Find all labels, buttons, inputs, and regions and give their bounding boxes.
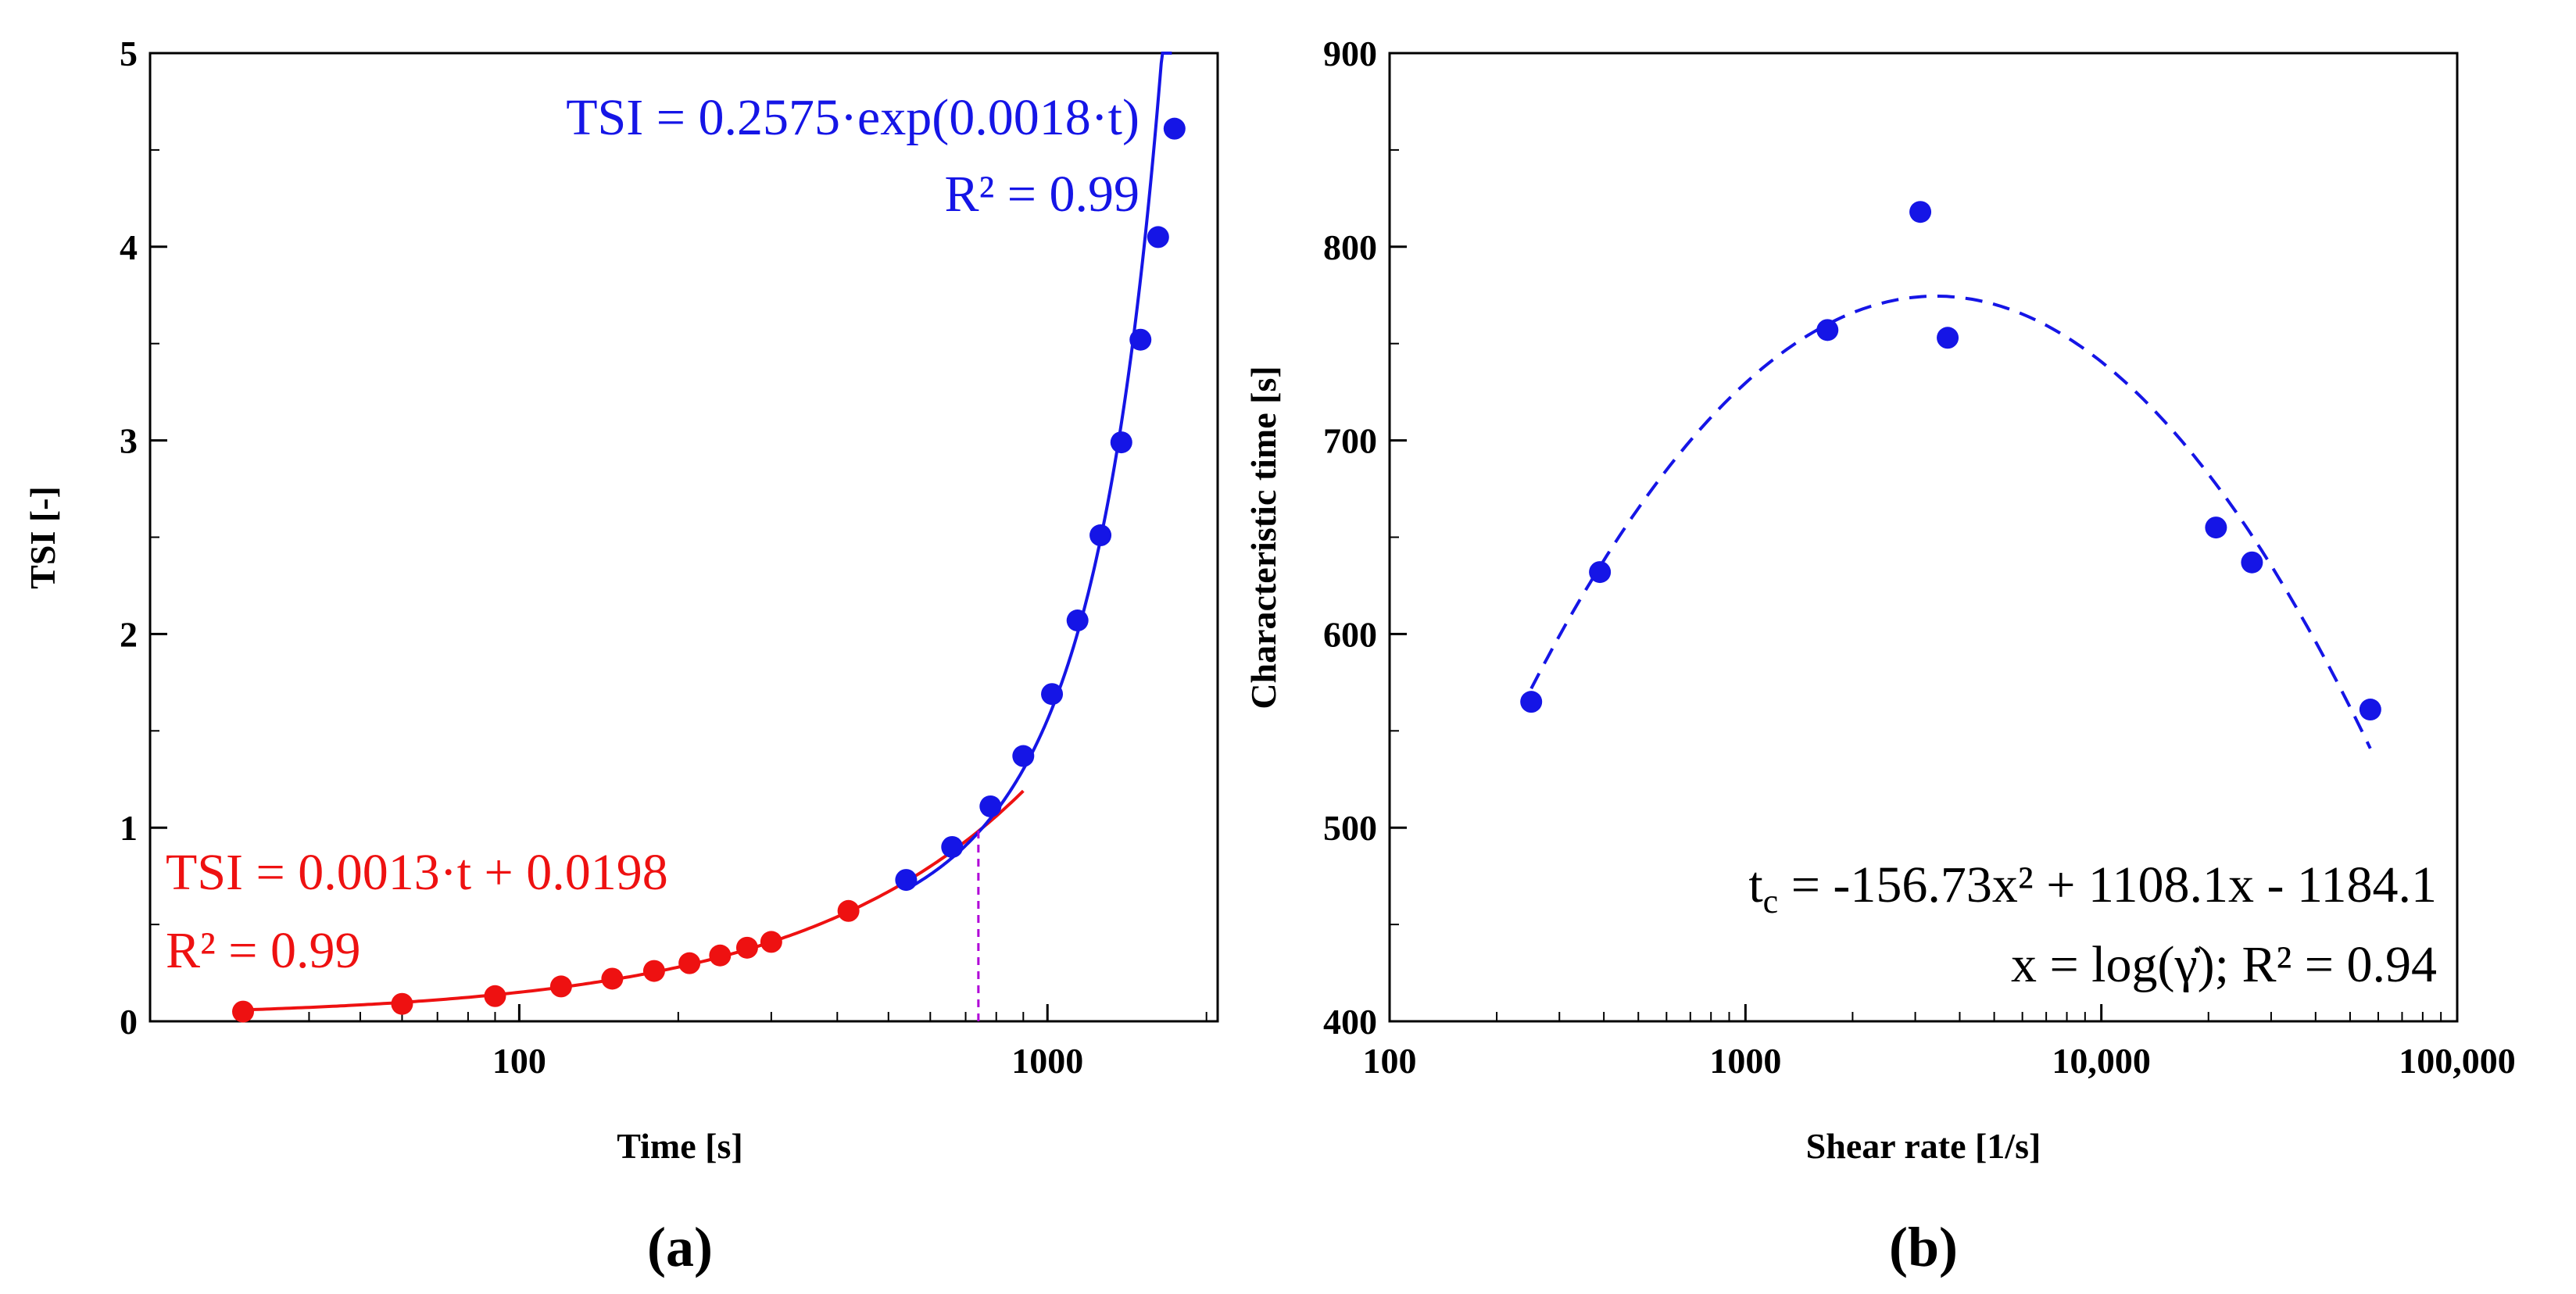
a-data-point bbox=[1089, 524, 1112, 547]
tc-equation-rhs: = -156.73x² + 1108.1x - 1184.1 bbox=[1778, 856, 2437, 913]
xlabel-b: Shear rate [1/s] bbox=[1806, 1126, 2041, 1166]
a-data-point bbox=[232, 1000, 255, 1023]
a-ytick-label: 0 bbox=[120, 1002, 138, 1042]
a-data-point bbox=[1041, 683, 1064, 706]
exp-r2: R² = 0.99 bbox=[944, 166, 1140, 223]
ylabel-a: TSI [-] bbox=[23, 486, 63, 589]
ticks-a bbox=[150, 52, 1208, 1023]
panel-a: 100 1000 0 1 2 3 4 5 TSI [-] Time [s] (a) TSI =… bbox=[23, 34, 1219, 1278]
tc-equation-sub: c bbox=[1763, 882, 1779, 920]
a-data-point bbox=[678, 952, 701, 974]
b-data-point bbox=[1520, 691, 1543, 713]
a-fit-line-0 bbox=[242, 789, 1025, 1012]
xlabel-a: Time [s] bbox=[617, 1126, 742, 1166]
a-data-point bbox=[979, 795, 1002, 817]
a-data-point bbox=[1147, 226, 1169, 248]
a-data-point bbox=[1110, 431, 1132, 454]
a-ytick-label: 3 bbox=[120, 421, 138, 461]
tick-labels-a: 100 1000 0 1 2 3 4 5 bbox=[120, 34, 1083, 1081]
b-data-point bbox=[2241, 551, 2263, 574]
panel-label-a: (a) bbox=[647, 1216, 713, 1278]
exp-equation: TSI = 0.2575·exp(0.0018·t) bbox=[566, 89, 1140, 146]
b-xtick-label: 100,000 bbox=[2399, 1041, 2516, 1081]
a-data-point bbox=[1163, 117, 1186, 140]
b-data-point bbox=[1937, 327, 1959, 349]
a-data-point bbox=[709, 944, 732, 967]
b-xtick-label: 1000 bbox=[1709, 1041, 1781, 1081]
b-fit-line-0 bbox=[1530, 295, 2372, 749]
a-data-point bbox=[1012, 745, 1035, 767]
a-data-point bbox=[549, 975, 572, 998]
b-ytick-label: 800 bbox=[1323, 227, 1377, 267]
a-data-point bbox=[601, 967, 624, 990]
a-xtick-label: 1000 bbox=[1011, 1041, 1083, 1081]
panel-label-b: (b) bbox=[1889, 1216, 1958, 1278]
a-xtick-label: 100 bbox=[492, 1041, 546, 1081]
data-points-a bbox=[232, 117, 1186, 1023]
tc-equation: tc = -156.73x² + 1108.1x - 1184.1 bbox=[1748, 856, 2437, 920]
tc-equation-lhs: t bbox=[1748, 856, 1762, 913]
a-ytick-label: 5 bbox=[120, 34, 138, 73]
fit-lines-b bbox=[1530, 295, 2372, 749]
a-data-point bbox=[760, 931, 782, 953]
ylabel-b: Characteristic time [s] bbox=[1243, 366, 1283, 709]
a-data-point bbox=[735, 936, 758, 959]
fit-lines-a bbox=[242, 52, 1172, 1021]
a-data-point bbox=[391, 992, 413, 1015]
b-data-point bbox=[1589, 561, 1612, 584]
b-xtick-label: 10,000 bbox=[2052, 1041, 2151, 1081]
a-data-point bbox=[1129, 328, 1152, 351]
b-data-point bbox=[2359, 699, 2381, 721]
b-ytick-label: 500 bbox=[1323, 808, 1377, 848]
b-data-point bbox=[1816, 319, 1839, 341]
ticks-b bbox=[1388, 52, 2459, 1023]
lin-equation: TSI = 0.0013·t + 0.0198 bbox=[166, 844, 668, 901]
panel-b: 100 1000 10,000 100,000 400 500 600 700 800 900 C… bbox=[1243, 34, 2516, 1278]
data-points-b bbox=[1520, 201, 2381, 721]
a-data-point bbox=[941, 835, 964, 858]
b-data-point bbox=[2205, 517, 2227, 539]
tc-equation-r2: x = log(γ̇); R² = 0.94 bbox=[2011, 936, 2437, 993]
a-fit-line-1 bbox=[905, 52, 1172, 892]
b-ytick-label: 600 bbox=[1323, 614, 1377, 654]
a-ytick-label: 1 bbox=[120, 808, 138, 848]
a-data-point bbox=[484, 985, 506, 1007]
lin-r2: R² = 0.99 bbox=[166, 922, 361, 979]
b-data-point bbox=[1909, 201, 1932, 223]
tick-labels-b: 100 1000 10,000 100,000 400 500 600 700 800 900 bbox=[1323, 34, 2516, 1081]
a-data-point bbox=[895, 869, 918, 892]
b-ytick-label: 400 bbox=[1323, 1002, 1377, 1042]
b-xtick-label: 100 bbox=[1363, 1041, 1417, 1081]
a-ytick-label: 2 bbox=[120, 614, 138, 654]
b-ytick-label: 700 bbox=[1323, 421, 1377, 461]
a-data-point bbox=[642, 960, 665, 982]
b-ytick-label: 900 bbox=[1323, 34, 1377, 73]
a-data-point bbox=[837, 899, 860, 922]
a-data-point bbox=[1066, 609, 1089, 632]
a-ytick-label: 4 bbox=[120, 227, 138, 267]
